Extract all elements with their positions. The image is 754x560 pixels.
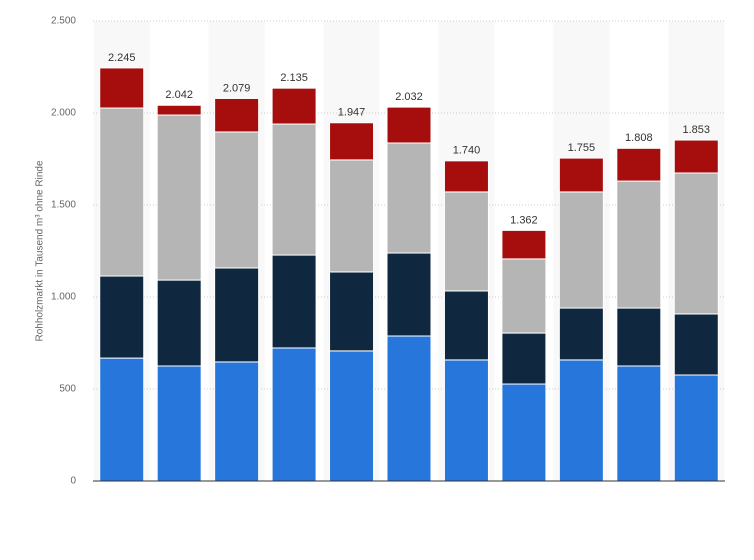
bar-segment <box>386 106 432 144</box>
total-label: 2.079 <box>223 82 251 94</box>
bar-segment <box>616 307 662 367</box>
bar-segment <box>99 67 145 109</box>
bar-segment <box>558 359 604 482</box>
bar-segment <box>443 160 489 193</box>
bar-segment <box>329 271 375 352</box>
bar-segment <box>214 267 260 363</box>
total-label: 1.853 <box>683 124 711 136</box>
bar-segment <box>443 290 489 361</box>
total-label: 1.755 <box>568 142 596 154</box>
bar-segment <box>558 191 604 309</box>
bar-segment <box>386 335 432 482</box>
bar-segment <box>616 365 662 482</box>
bar-segment <box>443 359 489 482</box>
total-label: 1.947 <box>338 107 366 119</box>
bar-segment <box>156 365 202 482</box>
bar-segment <box>616 147 662 182</box>
total-label: 1.808 <box>625 132 653 144</box>
total-label: 1.740 <box>453 145 481 157</box>
bar-segment <box>271 254 317 349</box>
y-tick-label: 1.000 <box>51 292 76 303</box>
bar-segment <box>673 139 719 174</box>
bar-segment <box>99 275 145 359</box>
total-label: 1.362 <box>510 214 538 226</box>
bar-segment <box>99 107 145 277</box>
total-label: 2.245 <box>108 52 136 64</box>
y-tick-label: 2.500 <box>51 16 76 27</box>
bar-segment <box>156 104 202 116</box>
bar-segment <box>386 252 432 337</box>
bar-segment <box>501 229 547 260</box>
bar-segment <box>329 350 375 482</box>
bar-segment <box>673 313 719 376</box>
bar-segment <box>271 123 317 256</box>
total-label: 2.032 <box>395 91 423 103</box>
total-label: 2.042 <box>165 89 193 101</box>
bar-segment <box>214 361 260 482</box>
bar-segment <box>673 172 719 315</box>
y-tick-label: 1.500 <box>51 200 76 211</box>
y-tick-label: 2.000 <box>51 108 76 119</box>
bar-segment <box>558 307 604 361</box>
bar-segment <box>501 383 547 482</box>
bar-segment <box>156 279 202 367</box>
bar-segment <box>214 97 260 133</box>
bar-segment <box>156 114 202 281</box>
bar-segment <box>616 180 662 309</box>
bar-segment <box>673 374 719 482</box>
y-tick-label: 0 <box>70 476 76 487</box>
bar-segment <box>329 159 375 273</box>
bar-segment <box>501 258 547 334</box>
y-axis-title: Rohholzmarkt in Tausend m³ ohne Rinde <box>35 160 46 341</box>
bar-segment <box>558 157 604 193</box>
bar-segment <box>443 191 489 292</box>
bar-segment <box>501 332 547 385</box>
bar-segment <box>271 347 317 482</box>
total-label: 2.135 <box>280 72 308 84</box>
bar-segment <box>271 87 317 125</box>
y-tick-label: 500 <box>59 384 76 395</box>
bar-segment <box>386 142 432 254</box>
bar-segment <box>214 131 260 269</box>
bar-segment <box>329 122 375 161</box>
bar-segment <box>99 357 145 482</box>
